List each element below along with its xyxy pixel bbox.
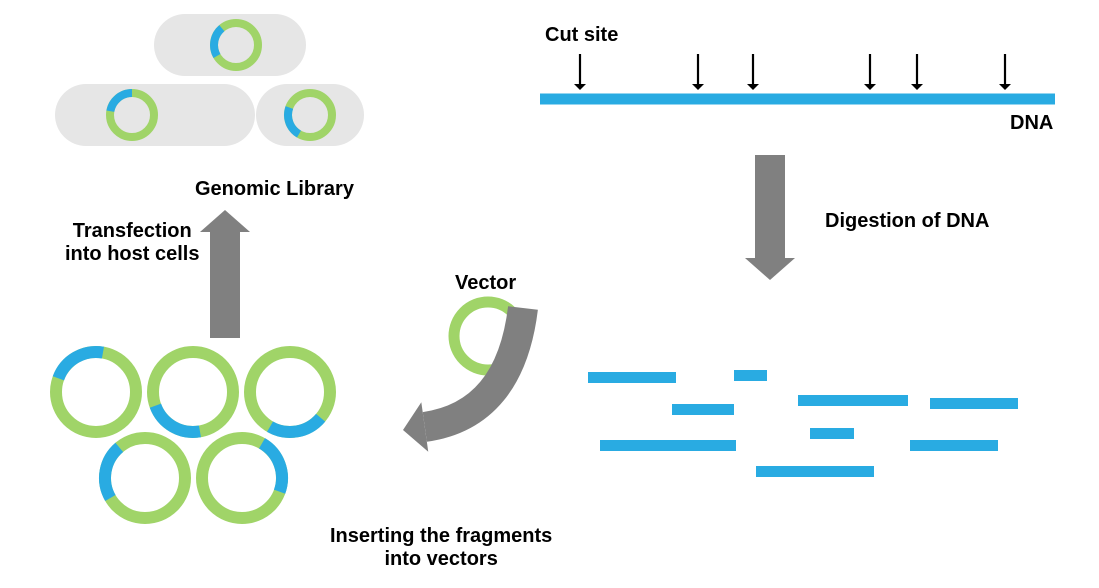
dna-fragment [798,395,908,406]
label-transfection: Transfection into host cells [65,220,199,266]
dna-fragment [810,428,854,439]
cut-site-arrow-head [864,84,876,90]
label-inserting: Inserting the fragments into vectors [330,525,552,571]
cut-site-arrow-head [574,84,586,90]
label-digestion: Digestion of DNA [825,210,989,233]
recombinant-insert-arc [105,447,119,498]
dna-fragment [756,466,874,477]
diagram-stage: Cut site DNA Digestion of DNA Vector Ins… [0,0,1099,588]
dna-fragment [734,370,767,381]
svg-layer [0,0,1099,588]
cut-site-arrow-head [911,84,923,90]
recombinant-insert-arc [270,418,321,432]
recombinant-insert-arc [262,443,282,491]
dna-fragment [910,440,998,451]
recombinant-insert-arc [155,406,200,432]
dna-fragment [930,398,1018,409]
arrow-transfection-head [200,210,250,232]
cut-site-arrow-head [747,84,759,90]
label-vector: Vector [455,272,516,295]
dna-fragment [588,372,676,383]
label-cut-site: Cut site [545,24,618,47]
arrow-insertion-head [403,402,428,452]
label-dna: DNA [1010,112,1053,135]
cut-site-arrow-head [999,84,1011,90]
dna-fragment [600,440,736,451]
arrow-digestion-head [745,258,795,280]
label-genomic: Genomic Library [195,178,354,201]
recombinant-insert-arc [58,352,103,378]
dna-fragment [672,404,734,415]
cut-site-arrow-head [692,84,704,90]
